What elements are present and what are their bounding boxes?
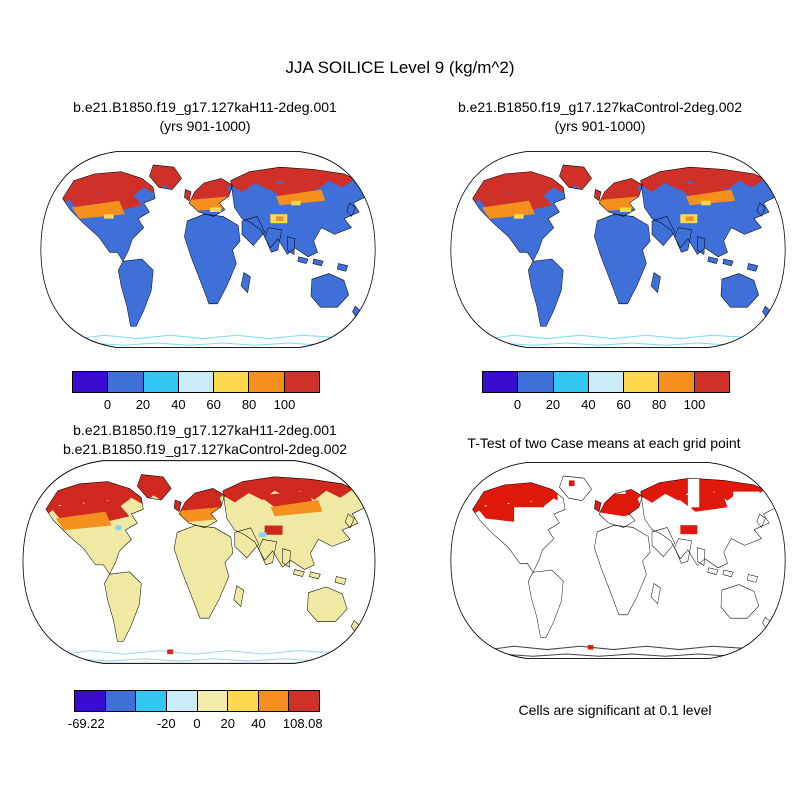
colorbar-segment	[178, 372, 215, 392]
coastline-layer	[45, 474, 367, 662]
projection-border	[40, 151, 376, 348]
projection-border	[450, 151, 786, 348]
colorbar-segment	[694, 372, 729, 392]
panel-title-line: T-Test of two Case means at each grid po…	[467, 435, 741, 451]
colorbar-segment	[214, 372, 250, 392]
panel-title-bottom-left: b.e21.B1850.f19_g17.127kaH11-2deg.001 b.…	[0, 421, 410, 459]
colorbar-tick-label: 60	[616, 397, 631, 412]
colorbar-segment	[228, 691, 259, 711]
figure-title: JJA SOILICE Level 9 (kg/m^2)	[285, 58, 515, 77]
colorbar-tick-label: 100	[273, 397, 296, 412]
colorbar-tick-label: 0	[513, 397, 522, 412]
colorbar-segment	[73, 372, 109, 392]
colorbar-tick-label: 20	[545, 397, 561, 412]
colorbar-tick-label: -69.22	[67, 716, 105, 731]
colorbar-segment	[289, 691, 319, 711]
map-top-left	[38, 147, 378, 352]
colorbar-tick-label: 20	[220, 716, 235, 731]
colorbar-tick-label: -20	[156, 716, 176, 731]
colorbar-tick-label: 80	[241, 397, 257, 412]
colorbar-tick-label: 0	[103, 397, 112, 412]
colorbar-segment	[284, 372, 319, 392]
colorbar-top-left: 0 20 40 60 80 100	[72, 371, 320, 413]
significance-caption: Cells are significant at 0.1 level	[518, 702, 712, 718]
projection-border	[450, 462, 786, 659]
world-map-ttest	[450, 462, 786, 659]
colorbar-segment	[143, 372, 179, 392]
colorbar-segment	[108, 372, 144, 392]
colorbar-tick-label: 80	[651, 397, 667, 412]
panel-title-line: b.e21.B1850.f19_g17.127kaControl-2deg.00…	[62, 441, 348, 457]
colorbar-segment	[258, 691, 290, 711]
colorbar-segment	[75, 691, 106, 711]
colorbar-ticks: 0 20 40 60 80 100	[482, 397, 730, 413]
colorbar-segment	[588, 372, 625, 392]
colorbar-segment	[483, 372, 519, 392]
colorbar-tick-label: 100	[683, 397, 706, 412]
panel-title-line: (yrs 901-1000)	[554, 118, 646, 134]
panel-title-line: (yrs 901-1000)	[159, 118, 251, 134]
colorbar-tick-label: 20	[135, 397, 151, 412]
panel-title-top-right: b.e21.B1850.f19_g17.127kaControl-2deg.00…	[400, 98, 800, 136]
colorbar-segment	[659, 372, 695, 392]
colorbar-segment	[553, 372, 589, 392]
colorbar	[72, 371, 320, 393]
colorbar-segment	[105, 691, 137, 711]
panel-title-line: b.e21.B1850.f19_g17.127kaControl-2deg.00…	[457, 99, 743, 115]
colorbar-segment	[518, 372, 554, 392]
world-map-values	[450, 151, 786, 348]
colorbar-top-right: 0 20 40 60 80 100	[482, 371, 730, 413]
colorbar-segment	[624, 372, 660, 392]
colorbar-ticks: 0 20 40 60 80 100	[72, 397, 320, 413]
colorbar-segment	[136, 691, 167, 711]
panel-title-bottom-right: T-Test of two Case means at each grid po…	[408, 434, 800, 453]
colorbar	[74, 690, 320, 712]
map-top-right	[448, 147, 788, 352]
colorbar-segment	[197, 691, 229, 711]
colorbar-tick-label: 40	[581, 397, 596, 412]
map-bottom-left	[20, 456, 378, 668]
map-bottom-right	[448, 458, 788, 663]
panel-title-line: b.e21.B1850.f19_g17.127kaH11-2deg.001	[73, 99, 337, 115]
colorbar-tick-label: 60	[206, 397, 221, 412]
projection-border	[22, 460, 376, 664]
colorbar-bottom-left: -69.22 -20 0 20 40 108.08	[68, 690, 323, 732]
colorbar-tick-label: 40	[171, 397, 186, 412]
colorbar-ticks: -69.22 -20 0 20 40 108.08	[68, 716, 323, 732]
panel-title-line: b.e21.B1850.f19_g17.127kaH11-2deg.001	[73, 422, 337, 438]
colorbar-tick-label: 108.08	[282, 716, 323, 731]
colorbar-segment	[249, 372, 285, 392]
world-map-diff	[22, 460, 376, 664]
colorbar-tick-label: 40	[251, 716, 266, 731]
colorbar	[482, 371, 730, 393]
panel-title-top-left: b.e21.B1850.f19_g17.127kaH11-2deg.001 (y…	[5, 98, 405, 136]
world-map-values	[40, 151, 376, 348]
colorbar-tick-label: 0	[193, 716, 201, 731]
colorbar-segment	[166, 691, 198, 711]
